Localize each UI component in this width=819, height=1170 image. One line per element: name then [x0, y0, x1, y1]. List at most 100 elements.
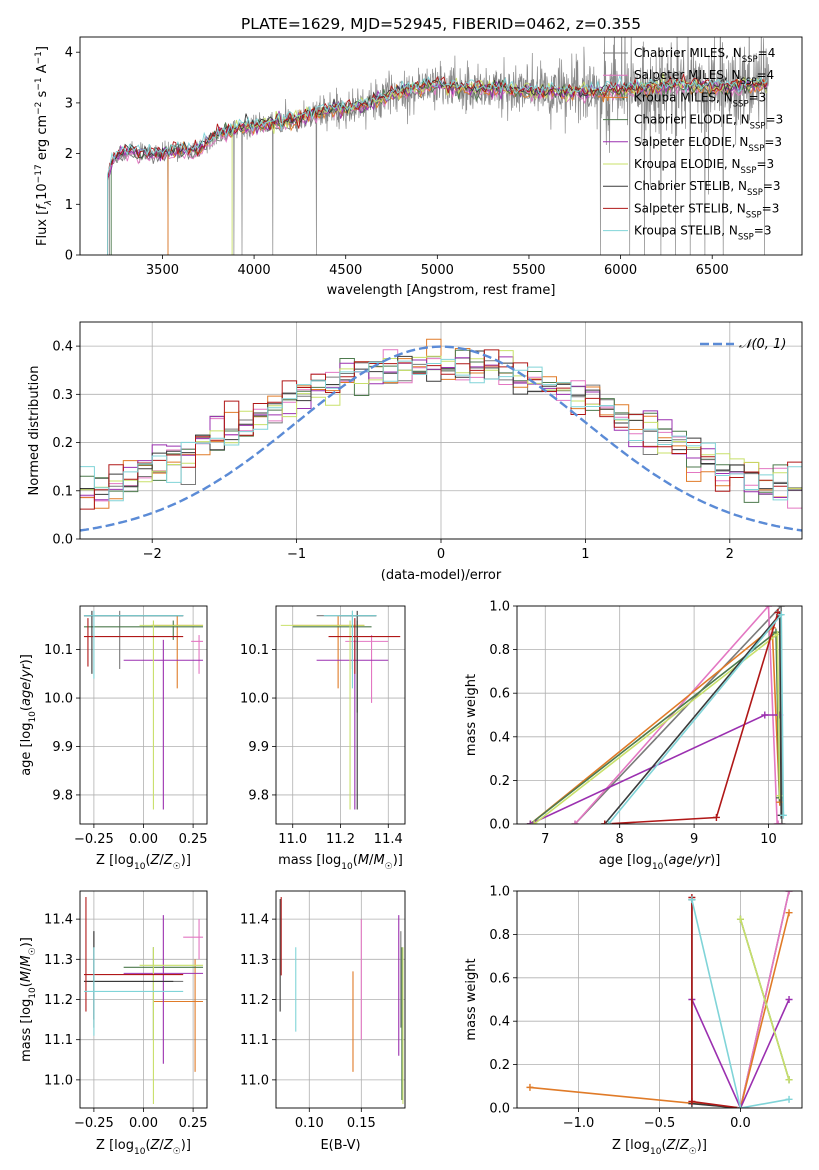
y-tick-label: 0.4 [489, 1015, 510, 1030]
mass-weight-line [529, 912, 790, 1108]
y-tick-label: 11.1 [44, 1033, 73, 1048]
plus-marker [776, 792, 784, 800]
axes-frame [79, 321, 803, 540]
errorbar-point [280, 620, 365, 810]
x-axis-label: mass [log10(M/M☉)] [278, 853, 403, 872]
mass-weight-line [691, 899, 790, 1108]
errorbar-point [123, 915, 204, 1064]
x-tick-label: 4500 [329, 263, 362, 278]
plus-marker [779, 811, 787, 819]
legend-item: Chabrier STELIB, NSSP=3 [603, 179, 781, 198]
x-tick-label: 0.25 [179, 1116, 208, 1131]
x-axis-label: (data-model)/error [381, 568, 502, 583]
axes-frame [79, 890, 208, 1109]
y-tick-label: 0.1 [52, 484, 73, 499]
errorbar-point [83, 947, 184, 1036]
legend-label: Salpeter MILES, NSSP=4 [634, 68, 774, 87]
plus-marker [712, 813, 720, 821]
y-tick-label: 11.0 [44, 1073, 73, 1088]
x-tick-label: 0.00 [129, 1116, 158, 1131]
axes-frame [516, 890, 803, 1109]
plus-marker [777, 611, 785, 619]
y-tick-label: 0 [65, 249, 73, 264]
y-tick-label: 0.8 [489, 928, 510, 943]
y-tick-label: 11.3 [44, 953, 73, 968]
errorbar-point [83, 931, 174, 1020]
legend-item: Salpeter ELODIE, NSSP=3 [603, 135, 782, 154]
histogram-chabrier-stelib [80, 350, 802, 495]
x-axis-label: E(B-V) [320, 1138, 360, 1153]
y-tick-label: 0.2 [489, 1058, 510, 1073]
x-axis-label: Z [log10(Z/Z☉)] [612, 1138, 707, 1157]
grid [517, 890, 802, 1109]
y-tick-label: 10.1 [240, 643, 269, 658]
gaussian-reference-line [80, 345, 802, 532]
figure-title: PLATE=1629, MJD=52945, FIBERID=0462, z=0… [241, 15, 641, 33]
panel-mass_vs_Z: −0.25 0.00 0.25 11.0 11.1 11.2 11.3 11.4 Z [log1… [19, 890, 208, 1157]
y-tick-label: 11.1 [240, 1033, 269, 1048]
x-tick-label: 5500 [512, 263, 545, 278]
y-axis-label: Normed distribution [27, 366, 42, 496]
panel-mass_weight_vs_Z: −1.0 −0.5 0.0 0.0 0.2 0.4 0.6 0.8 1.0 Z [log10(Z/… [464, 885, 803, 1157]
panel-mass_vs_EBV: 0.10 0.15 11.0 11.1 11.2 11.3 11.4 [240, 890, 406, 1131]
x-tick-label: −1.0 [563, 1116, 595, 1131]
plus-marker [777, 606, 785, 610]
errorbar-point [83, 610, 184, 674]
x-tick-label: −1 [287, 547, 306, 562]
legend-item: Kroupa STELIB, NSSP=3 [603, 224, 772, 243]
x-tick-label: 1 [581, 547, 589, 562]
observed-spectrum-line [107, 37, 770, 255]
x-tick-label: 5000 [421, 263, 454, 278]
errorbar-point [83, 931, 184, 1028]
axes-frame [79, 605, 208, 825]
y-tick-label: 9.8 [248, 788, 269, 803]
mass-weight-line [691, 999, 790, 1108]
y-axis-label: Flux [fλ10−17 erg cm−2 s−1 A−1] [34, 46, 54, 246]
x-tick-label: 0.25 [179, 832, 208, 847]
axes-frame [516, 605, 803, 825]
legend-label: Kroupa ELODIE, NSSP=3 [634, 157, 774, 176]
plus-marker [688, 896, 696, 904]
model-spectrum-kroupa-stelib [107, 73, 768, 255]
errorbar-point [323, 610, 377, 689]
x-tick-label: 11.0 [278, 832, 307, 847]
y-tick-label: 10.1 [44, 643, 73, 658]
errorbar-point [153, 959, 204, 1072]
legend-item: Chabrier MILES, NSSP=4 [603, 46, 775, 65]
errorbar-point [123, 639, 204, 810]
y-tick-label: 11.4 [240, 913, 269, 928]
plus-marker [736, 1104, 744, 1108]
y-tick-label: 4 [65, 46, 73, 61]
x-tick-label: 0 [437, 547, 445, 562]
x-tick-label: 0.15 [347, 1116, 376, 1131]
x-axis-label: Z [log10(Z/Z☉)] [96, 853, 191, 872]
y-tick-label: 11.4 [44, 913, 73, 928]
panel-age_vs_Z: −0.25 0.00 0.25 9.8 9.9 10.0 10.1 Z [log10(Z/Z☉… [19, 605, 208, 872]
y-tick-label: 0.8 [489, 643, 510, 658]
legend-label: Chabrier STELIB, NSSP=3 [634, 179, 781, 198]
y-axis-label: mass [log10(M/M☉)] [19, 937, 38, 1062]
errorbar-point [83, 610, 184, 679]
legend-item: Salpeter STELIB, NSSP=3 [603, 201, 779, 220]
y-tick-label: 9.8 [52, 788, 73, 803]
y-tick-label: 0.2 [52, 436, 73, 451]
plus-marker [601, 820, 609, 824]
errorbar-point [345, 635, 389, 703]
histogram-salpeter-stelib [80, 349, 802, 510]
mass-weight-line [574, 606, 783, 824]
x-tick-label: 6000 [604, 263, 637, 278]
legend-item: Chabrier ELODIE, NSSP=3 [603, 113, 783, 132]
legend-label: Kroupa STELIB, NSSP=3 [634, 224, 772, 243]
plus-marker [526, 820, 534, 824]
y-tick-label: 0.0 [489, 1102, 510, 1117]
x-axis-label: age [log10(age/yr)] [599, 853, 721, 872]
x-tick-label: 8 [616, 832, 624, 847]
plot-area [280, 610, 401, 810]
errorbar-point [292, 620, 372, 713]
y-tick-label: 11.2 [240, 993, 269, 1008]
legend-label: Chabrier ELODIE, NSSP=3 [634, 113, 783, 132]
plot-area [83, 610, 204, 810]
x-tick-label: 6500 [696, 263, 729, 278]
plus-marker [530, 820, 538, 824]
